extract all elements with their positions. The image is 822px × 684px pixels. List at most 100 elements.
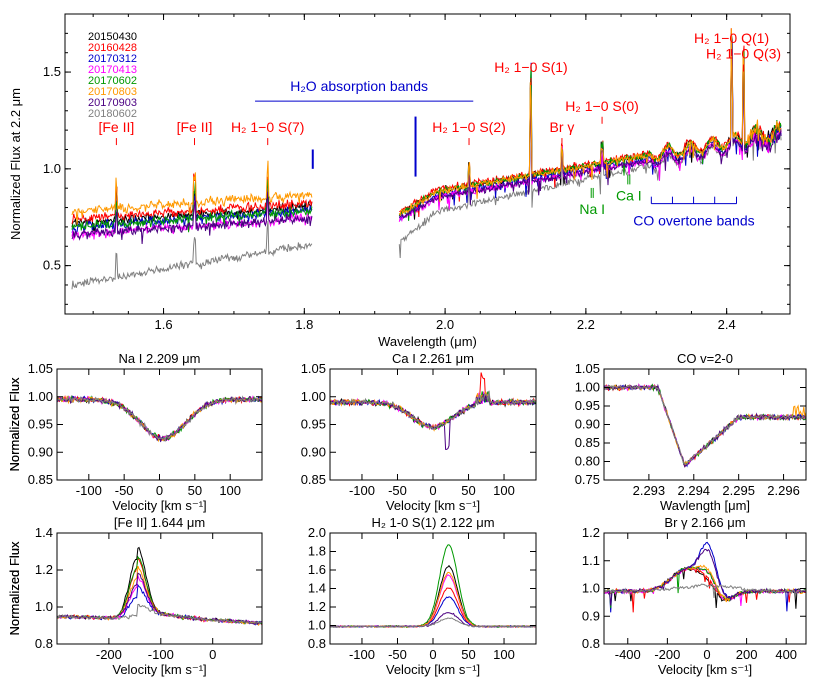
- line-annotation: H₂ 1−0 S(7): [231, 119, 305, 135]
- line-annotation: H₂ 1−0 Q(3): [706, 46, 781, 62]
- y-tick-label: 1.5: [43, 64, 61, 79]
- y-tick-label: 0.95: [301, 417, 326, 432]
- x-tick-label: 0: [703, 647, 710, 662]
- legend-entry: 20170903: [88, 97, 137, 109]
- y-tick-label: 1.1: [582, 553, 600, 568]
- chart-title: Ca I 2.261 μm: [392, 351, 474, 366]
- legend-entry: 20180602: [88, 108, 137, 120]
- x-tick-label: 200: [736, 647, 758, 662]
- x-tick-label: 2.294: [678, 483, 711, 498]
- y-tick-label: 1.4: [35, 525, 53, 540]
- y-tick-label: 1.05: [575, 361, 600, 376]
- series-6: [604, 383, 806, 468]
- axes-frame: [329, 532, 537, 645]
- series-7: [330, 390, 536, 430]
- series-2: [604, 384, 806, 468]
- axes-frame: [64, 13, 791, 315]
- y-axis-label: Normalized Flux at 2.2 μm: [8, 88, 23, 240]
- series-6-h-band: [71, 191, 313, 245]
- y-tick-label: 1.00: [28, 389, 53, 404]
- line-annotation: H₂ 1−0 Q(1): [694, 30, 769, 46]
- y-tick-label: 1.6: [308, 562, 326, 577]
- x-tick-label: 0: [429, 647, 436, 662]
- y-tick-label: 1.0: [308, 618, 326, 633]
- y-tick-label: 0.90: [28, 444, 53, 459]
- series-4: [57, 395, 262, 442]
- y-tick-label: 1.00: [575, 380, 600, 395]
- series-7: [604, 583, 806, 599]
- panel-na: -100 -50 0 50 100 0.85 0.90 0.95 1.00 1.05 Na I 2.…: [7, 351, 263, 513]
- series-0: [604, 566, 806, 609]
- x-tick-label: 1.8: [295, 317, 313, 332]
- y-tick-label: 0.90: [575, 417, 600, 432]
- x-tick-label: -50: [388, 647, 407, 662]
- y-axis-label: Normalized Flux: [7, 541, 22, 635]
- x-axis-label: Velocity [km s⁻¹]: [386, 662, 480, 677]
- y-tick-label: 0.8: [308, 636, 326, 651]
- x-tick-label: 2.0: [436, 317, 454, 332]
- y-tick-label: 0.85: [301, 472, 326, 487]
- x-tick-label: 50: [461, 647, 475, 662]
- plot-area: [57, 394, 262, 443]
- x-tick-label: 50: [461, 483, 475, 498]
- y-axis-label: Normalized Flux: [7, 377, 22, 471]
- x-tick-label: -400: [615, 647, 641, 662]
- plot-area: [330, 544, 536, 629]
- x-axis-label: Wavelength (μm): [378, 334, 477, 349]
- y-axis-label: Normalized Flux: [7, 377, 22, 471]
- x-tick-label: -50: [388, 483, 407, 498]
- x-tick-label: 2.2: [577, 317, 595, 332]
- series-6-k-band: [398, 34, 782, 219]
- y-tick-label: 0.85: [28, 472, 53, 487]
- panel-h2: -100 -50 0 50 100 0.8 1.0 1.2 1.4 1.6 1.8 2.0 H₂ 1-0…: [7, 515, 537, 677]
- axes-frame: [603, 532, 807, 645]
- plot-area: [330, 372, 536, 450]
- legend-entry: 20170803: [88, 86, 137, 98]
- plot-area: [604, 541, 806, 613]
- legend: 2015043020160428201703122017041320170602…: [88, 31, 137, 120]
- y-tick-label: 0.95: [575, 398, 600, 413]
- x-tick-label: -100: [148, 647, 174, 662]
- line-annotation: [Fe II]: [98, 119, 134, 135]
- y-tick-label: 1.8: [308, 544, 326, 559]
- series-1: [57, 555, 262, 626]
- y-tick-label: 0.80: [575, 454, 600, 469]
- series-4: [604, 566, 806, 609]
- series-0: [604, 383, 806, 467]
- x-axis-label: Velocity [km s⁻¹]: [112, 498, 206, 513]
- series-1-k-band: [399, 28, 782, 218]
- series-7: [57, 395, 262, 443]
- plot-area: [71, 28, 782, 290]
- axes-frame: [56, 368, 263, 481]
- x-tick-label: -50: [115, 483, 134, 498]
- x-tick-label: -100: [76, 483, 102, 498]
- legend-entry: 20170413: [88, 64, 137, 76]
- y-tick-label: 1.4: [308, 581, 326, 596]
- series-2: [57, 583, 262, 626]
- y-tick-label: 0.5: [43, 258, 61, 273]
- y-tick-label: 0.8: [582, 636, 600, 651]
- chart-title: [Fe II] 1.644 μm: [114, 515, 205, 530]
- series-5: [330, 571, 536, 629]
- y-tick-label: 1.05: [28, 361, 53, 376]
- chart-title: H₂ 1-0 S(1) 2.122 μm: [371, 515, 494, 530]
- legend-entry: 20170312: [88, 53, 137, 65]
- x-axis-label: Velocity [km s⁻¹]: [386, 498, 480, 513]
- series-1: [57, 395, 262, 441]
- series-5-h-band: [71, 160, 313, 225]
- y-axis-label: Normalized Flux: [7, 541, 22, 635]
- y-tick-label: 0.85: [575, 435, 600, 450]
- x-tick-label: 100: [219, 483, 241, 498]
- x-tick-label: 1.6: [155, 317, 173, 332]
- series-3-k-band: [398, 52, 782, 223]
- x-axis-label: Wavlength [μm]: [660, 498, 750, 513]
- series-5: [604, 384, 806, 468]
- line-annotation: Na I: [579, 201, 605, 217]
- y-tick-label: 0.8: [35, 636, 53, 651]
- y-tick-label: 2.0: [308, 525, 326, 540]
- legend-entry: 20150430: [88, 31, 137, 43]
- chart-title: Br γ 2.166 μm: [664, 515, 745, 530]
- panel-main: 1.6 1.8 2.0 2.2 2.4 0.5 1.0 1.5 Wavelength (μm) N…: [8, 13, 791, 349]
- x-axis-label: Velocity [km s⁻¹]: [112, 662, 206, 677]
